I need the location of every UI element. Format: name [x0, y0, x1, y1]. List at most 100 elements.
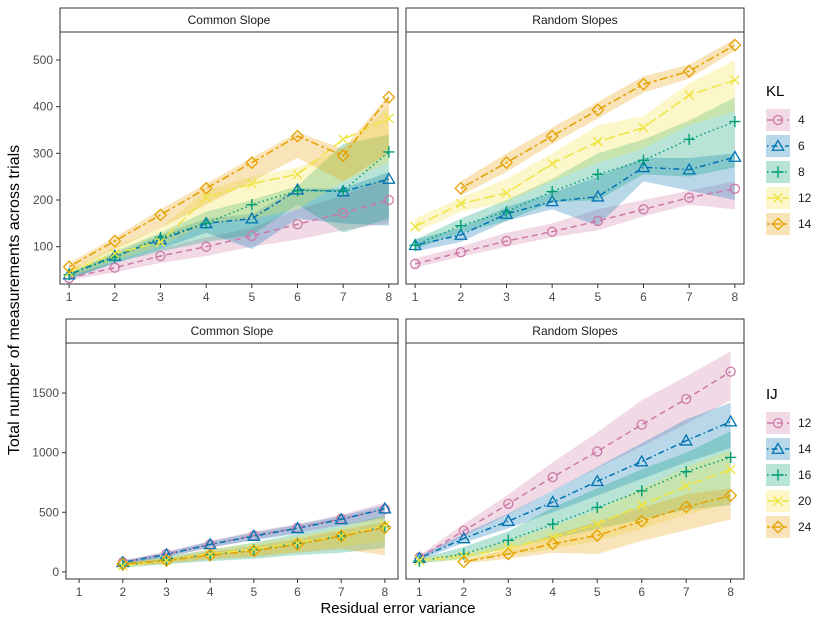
data-point-kl-random-12-x1: [410, 221, 421, 232]
facet-strip-label: Common Slope: [191, 324, 274, 338]
data-point-kl-common-4-x2: [109, 262, 120, 273]
legend-key-marker: [772, 417, 784, 429]
data-point-ij-random-20-x5: [592, 519, 603, 530]
ribbon-ij-common-16: [122, 515, 385, 568]
data-point-ij-random-14-x4: [546, 495, 560, 507]
y-tick-label: 200: [33, 193, 53, 207]
data-point-kl-common-6-x5: [245, 211, 259, 224]
ribbon-ij-random-24: [463, 488, 731, 564]
data-point-ij-random-14-x8: [723, 414, 738, 427]
series-line-ij-random-16: [419, 456, 731, 562]
series-line-ij-common-14: [122, 507, 386, 564]
x-tick-label: 3: [503, 290, 510, 304]
legend-key-marker: [772, 166, 784, 178]
series-line-kl-common-4: [68, 199, 390, 279]
ribbon-kl-random-4: [415, 181, 735, 268]
data-point-ij-random-16-x6: [636, 485, 648, 497]
x-tick-label: 1: [66, 290, 73, 304]
data-point-ij-common-14-x7: [334, 512, 348, 525]
y-axis-label: Total number of measurements across tria…: [6, 145, 23, 455]
legend-label: 16: [798, 468, 812, 482]
data-point-kl-random-14-x7: [682, 64, 696, 78]
y-tick-label: 0: [52, 565, 59, 579]
data-point-kl-common-8-x5: [246, 199, 258, 211]
data-point-ij-random-14-x6: [634, 454, 649, 467]
data-point-ij-random-24-x7: [679, 500, 693, 514]
x-tick-label: 3: [505, 585, 512, 599]
data-point-ij-common-24-x3: [159, 553, 174, 568]
data-point-ij-random-24-x3: [501, 547, 515, 561]
x-tick-label: 1: [416, 585, 423, 599]
legend-label: 12: [798, 416, 812, 430]
legend-key-marker: [771, 139, 785, 151]
series-line-kl-random-8: [414, 120, 736, 246]
legend-label: 14: [798, 217, 812, 231]
series-line-kl-common-12: [68, 117, 390, 274]
data-point-kl-common-12-x2: [109, 248, 120, 259]
data-point-ij-random-20-x6: [636, 500, 647, 511]
facet-strip: [405, 318, 745, 344]
facet-ij-common: Common Slope 1 2 3 4 5 6 7 8 0 500 1000 1500: [32, 318, 399, 599]
x-tick-label: 1: [412, 290, 419, 304]
legend-key-marker: [773, 496, 783, 506]
data-point-ij-common-24-x6: [290, 537, 305, 551]
data-point-kl-common-4-x8: [383, 194, 395, 206]
x-tick-label: 2: [119, 585, 126, 599]
ribbon-kl-common-6: [69, 172, 389, 280]
legend-title: KL: [766, 83, 784, 100]
x-tick-label: 4: [203, 290, 210, 304]
data-point-ij-common-14-x5: [247, 529, 261, 541]
data-point-ij-random-14-x3: [501, 514, 516, 527]
data-point-kl-random-12-x6: [638, 122, 649, 133]
legend-ij: IJ 12 14 16 20 24: [766, 386, 812, 538]
data-point-ij-random-24-x6: [635, 514, 649, 528]
data-point-kl-common-4-x4: [201, 241, 212, 252]
data-point-kl-random-14-x8: [728, 38, 742, 52]
data-point-kl-random-14-x3: [499, 156, 514, 170]
legend-label: 12: [798, 191, 812, 205]
data-point-ij-common-24-x7: [334, 529, 348, 543]
data-point-kl-common-12-x3: [155, 237, 166, 247]
data-point-ij-common-24-x5: [247, 544, 261, 558]
data-point-kl-random-4-x4: [547, 226, 558, 237]
data-point-ij-common-20-x6: [292, 537, 303, 548]
data-point-ij-random-16-x2: [458, 548, 470, 560]
series-line-ij-random-24: [463, 494, 731, 563]
data-point-ij-random-20-x8: [725, 464, 736, 475]
data-point-kl-common-12-x6: [292, 169, 303, 180]
x-tick-label: 3: [157, 290, 164, 304]
y-tick-label: 300: [33, 146, 53, 160]
data-point-kl-random-6-x6: [636, 160, 651, 173]
data-point-kl-random-8-x8: [729, 115, 741, 128]
data-point-kl-random-4-x7: [684, 192, 695, 203]
data-point-ij-random-24-x5: [590, 528, 604, 543]
data-point-ij-random-12-x2: [458, 525, 469, 536]
data-point-ij-common-14-x8: [378, 501, 392, 514]
data-point-kl-random-12-x5: [592, 136, 603, 147]
data-point-kl-random-14-x6: [636, 77, 651, 91]
data-point-kl-common-8-x7: [337, 185, 349, 197]
x-tick-label: 6: [640, 290, 647, 304]
x-tick-label: 2: [460, 585, 467, 599]
data-point-ij-random-12-x6: [636, 419, 647, 430]
x-tick-label: 5: [250, 585, 257, 599]
data-point-kl-random-12-x4: [547, 158, 558, 169]
data-point-kl-common-12-x5: [246, 178, 257, 189]
x-axis-label: Residual error variance: [320, 600, 475, 617]
data-point-ij-random-16-x5: [591, 501, 603, 514]
data-point-kl-random-6-x8: [728, 150, 742, 162]
data-point-kl-random-6-x5: [591, 189, 605, 202]
facet-strip-label: Random Slopes: [532, 324, 617, 338]
data-point-kl-random-6-x3: [499, 207, 514, 219]
data-point-kl-random-4-x5: [592, 215, 603, 227]
data-point-kl-common-14-x3: [153, 208, 168, 222]
legend-key-marker: [773, 193, 783, 203]
series-line-kl-random-4: [414, 188, 736, 265]
series-line-kl-random-6: [414, 156, 736, 246]
ribbon-ij-random-14: [419, 402, 731, 561]
x-tick-label: 6: [294, 585, 301, 599]
ribbon-ij-common-14: [122, 505, 385, 565]
x-tick-label: 4: [549, 585, 556, 599]
facet-kl-common: Common Slope 1 2 3 4 5 6 7 8 100 200 300 400 500: [33, 7, 399, 304]
